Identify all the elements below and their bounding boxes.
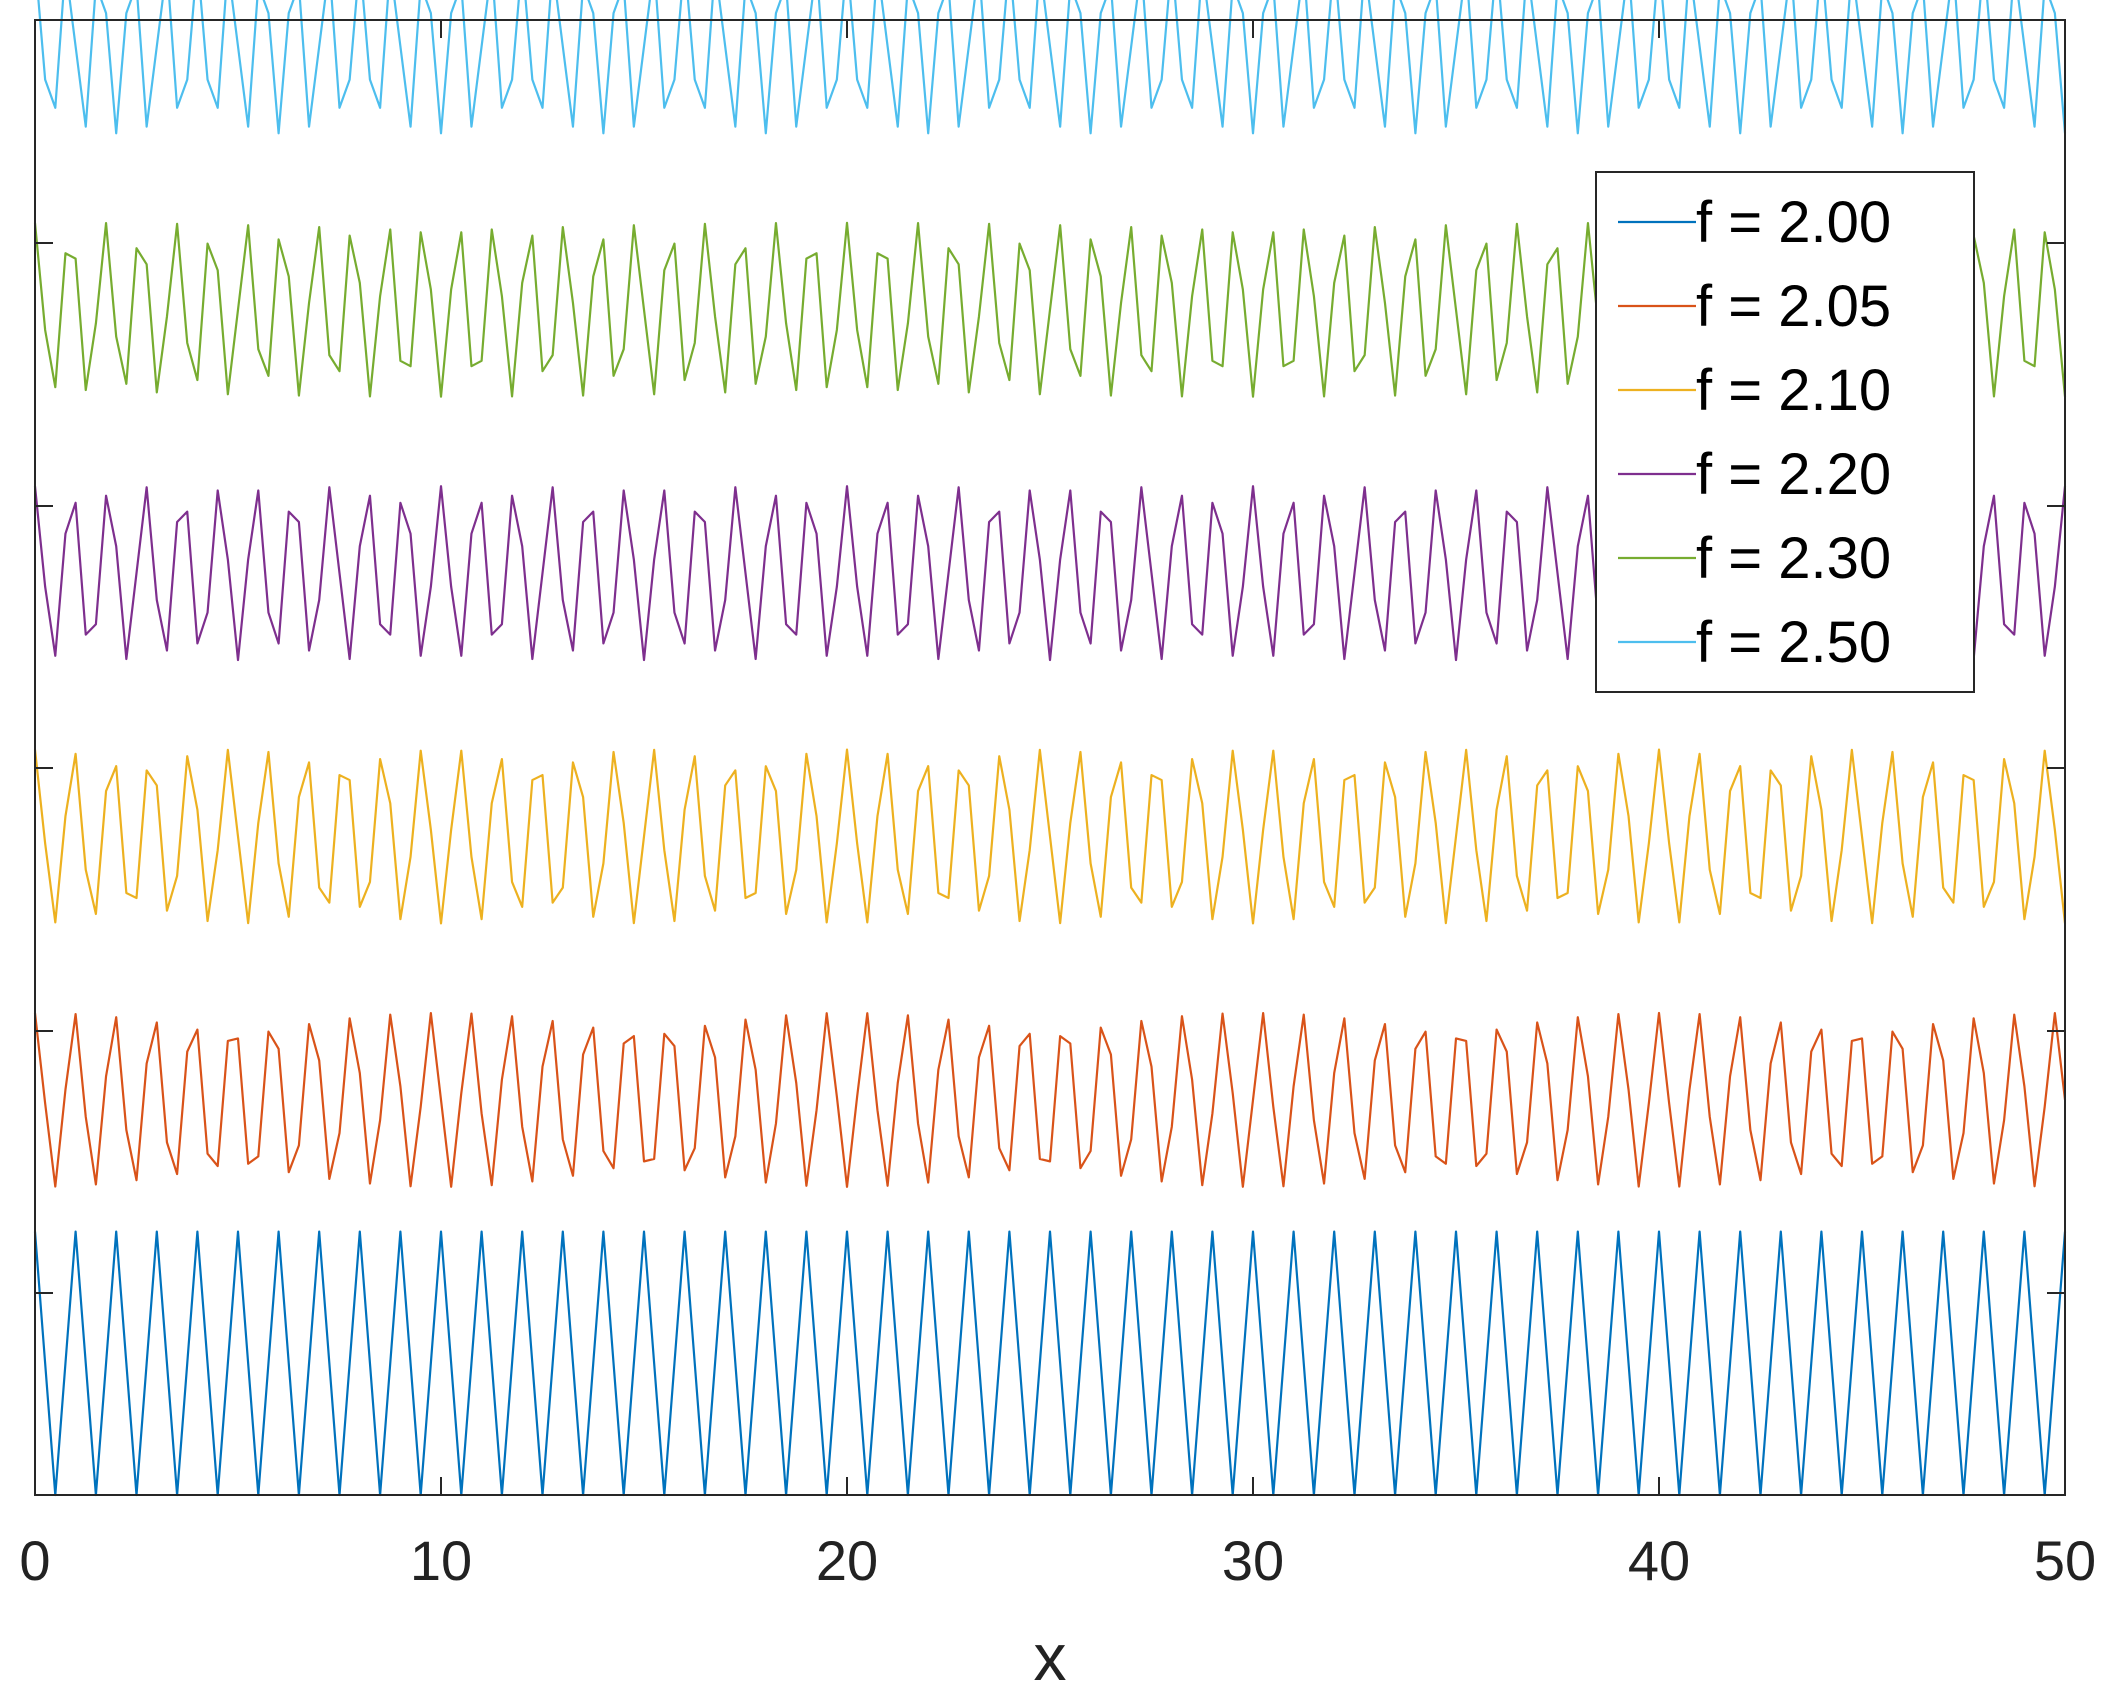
legend-entry-4: f = 2.30 [1696, 526, 1891, 591]
series-line-5 [37, 0, 2067, 135]
tick-layer [34, 20, 2066, 1495]
x-tick-label-1: 10 [410, 1529, 472, 1592]
x-tick-label-2: 20 [816, 1529, 878, 1592]
plot-frame [34, 19, 2066, 1496]
series-line-0 [33, 1230, 2067, 1497]
legend-entry-2: f = 2.10 [1696, 358, 1891, 423]
series-layer [33, 0, 2067, 1497]
x-tick-label-3: 30 [1222, 1529, 1284, 1592]
legend-entry-0: f = 2.00 [1696, 190, 1891, 255]
x-tick-labels: 0 10 20 30 40 50 [19, 1529, 2096, 1592]
series-line-2 [33, 748, 2067, 925]
x-axis-label: x [1034, 1620, 1067, 1694]
legend-entry-5: f = 2.50 [1696, 610, 1891, 675]
legend: f = 2.00 f = 2.05 f = 2.10 f = 2.20 f = 2.30… [1595, 171, 1975, 693]
series-line-1 [33, 1011, 2067, 1188]
x-tick-label-4: 40 [1628, 1529, 1690, 1592]
x-tick-label-0: 0 [19, 1529, 50, 1592]
legend-entry-3: f = 2.20 [1696, 442, 1891, 507]
x-tick-label-5: 50 [2034, 1529, 2096, 1592]
legend-entry-1: f = 2.05 [1696, 274, 1891, 339]
legend-box [1595, 171, 1975, 693]
